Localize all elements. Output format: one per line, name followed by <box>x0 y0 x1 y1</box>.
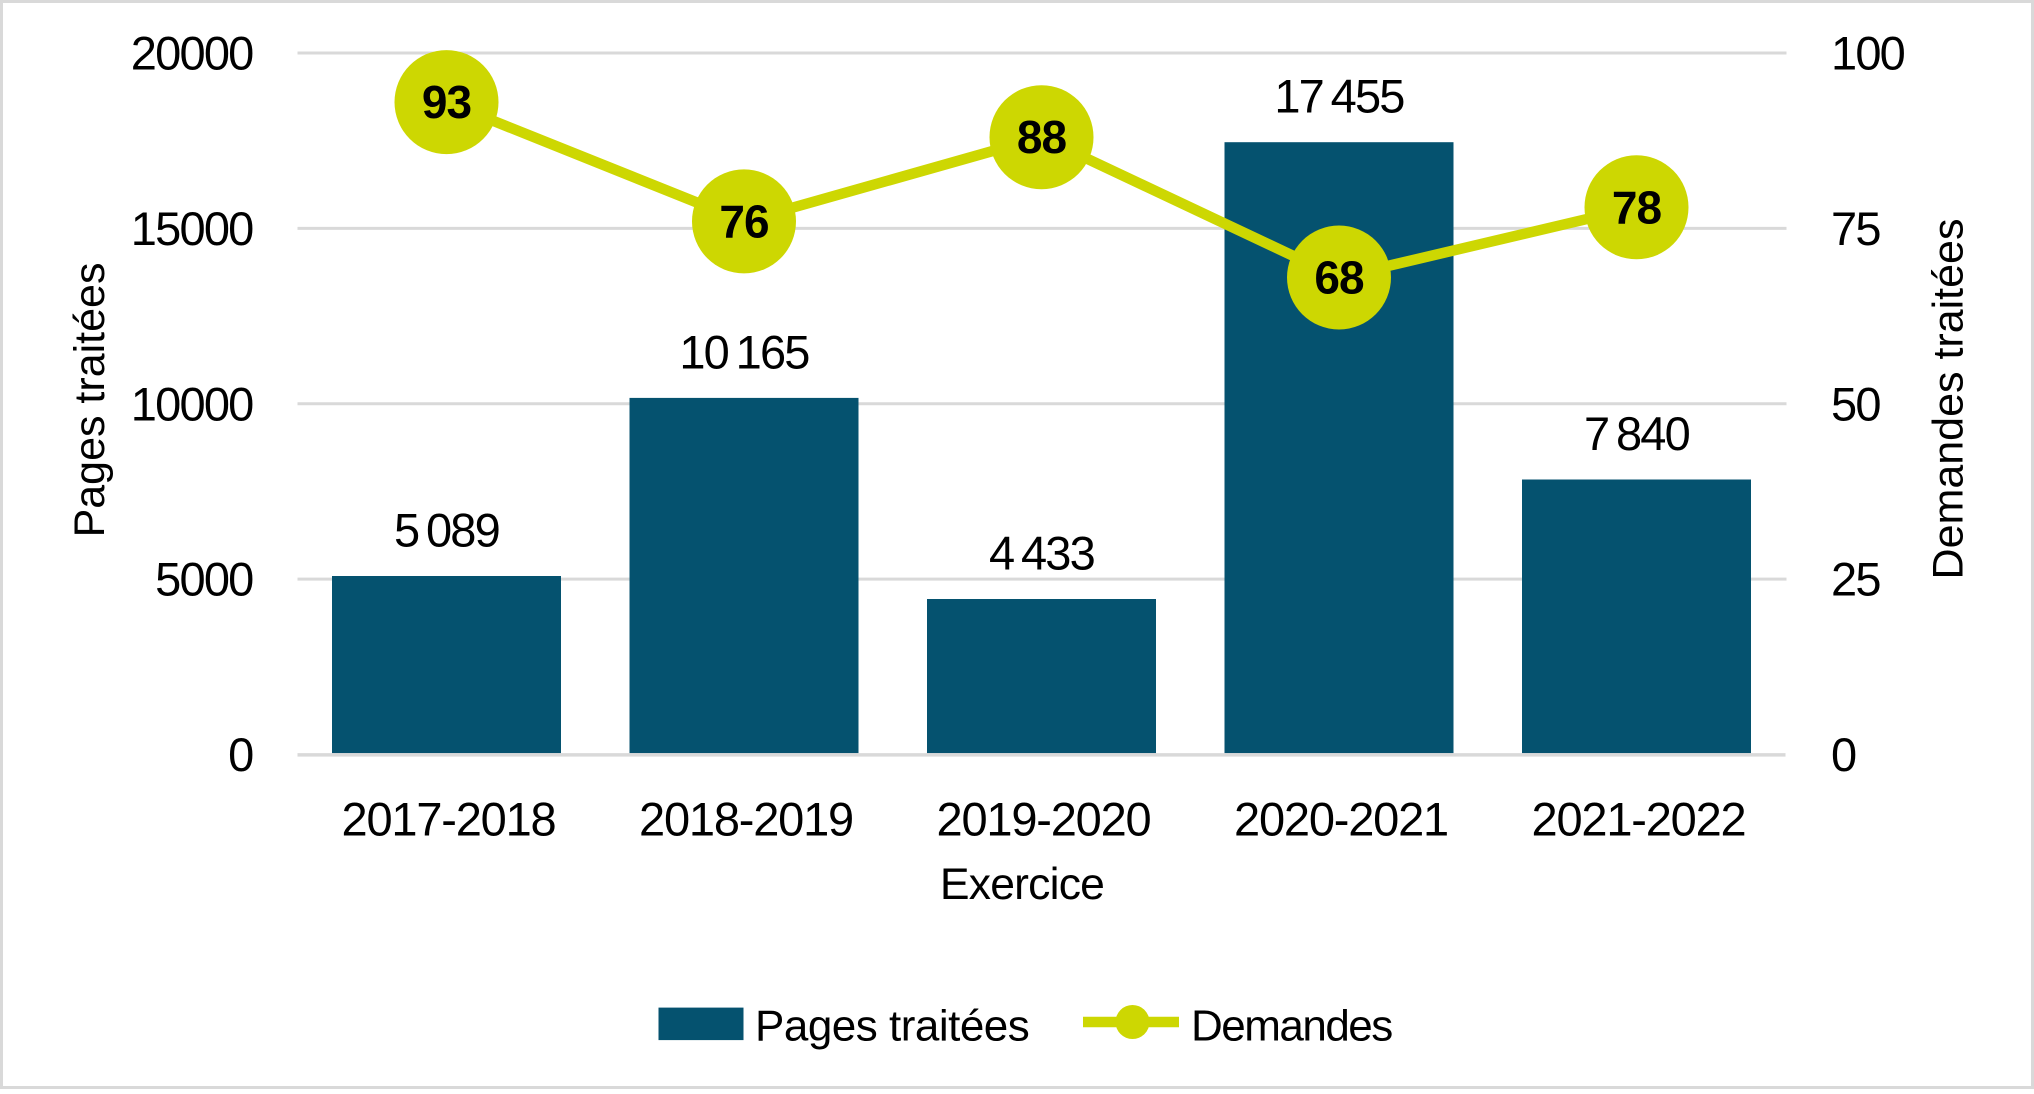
svg-text:10000: 10000 <box>131 377 253 430</box>
svg-text:Pages traitées: Pages traitées <box>66 263 114 538</box>
svg-text:25: 25 <box>1831 553 1880 606</box>
svg-text:0: 0 <box>1831 728 1856 781</box>
svg-text:68: 68 <box>1314 252 1364 304</box>
svg-text:100: 100 <box>1831 27 1905 80</box>
svg-text:50: 50 <box>1831 377 1880 430</box>
svg-text:2021-2022: 2021-2022 <box>1532 793 1746 846</box>
svg-text:15000: 15000 <box>131 202 253 255</box>
svg-text:7 840: 7 840 <box>1584 407 1690 460</box>
svg-text:10 165: 10 165 <box>679 325 809 378</box>
svg-text:78: 78 <box>1612 181 1662 233</box>
svg-text:5 089: 5 089 <box>394 504 499 557</box>
svg-text:0: 0 <box>228 728 253 781</box>
svg-text:17 455: 17 455 <box>1274 70 1404 123</box>
svg-text:88: 88 <box>1017 111 1067 163</box>
svg-text:Pages traitées: Pages traitées <box>755 1002 1029 1051</box>
svg-text:Demandes traitées: Demandes traitées <box>1925 219 1973 580</box>
svg-text:2017-2018: 2017-2018 <box>342 793 556 846</box>
svg-text:2020-2021: 2020-2021 <box>1234 793 1448 846</box>
svg-text:93: 93 <box>422 76 471 128</box>
svg-text:2019-2020: 2019-2020 <box>937 793 1151 846</box>
svg-text:76: 76 <box>719 195 768 247</box>
svg-text:4 433: 4 433 <box>989 527 1095 580</box>
svg-text:2018-2019: 2018-2019 <box>639 793 853 846</box>
svg-text:75: 75 <box>1831 202 1880 255</box>
svg-text:20000: 20000 <box>131 27 253 80</box>
svg-text:Exercice: Exercice <box>940 860 1104 909</box>
svg-text:Demandes: Demandes <box>1191 1002 1392 1051</box>
svg-text:5000: 5000 <box>155 553 253 606</box>
